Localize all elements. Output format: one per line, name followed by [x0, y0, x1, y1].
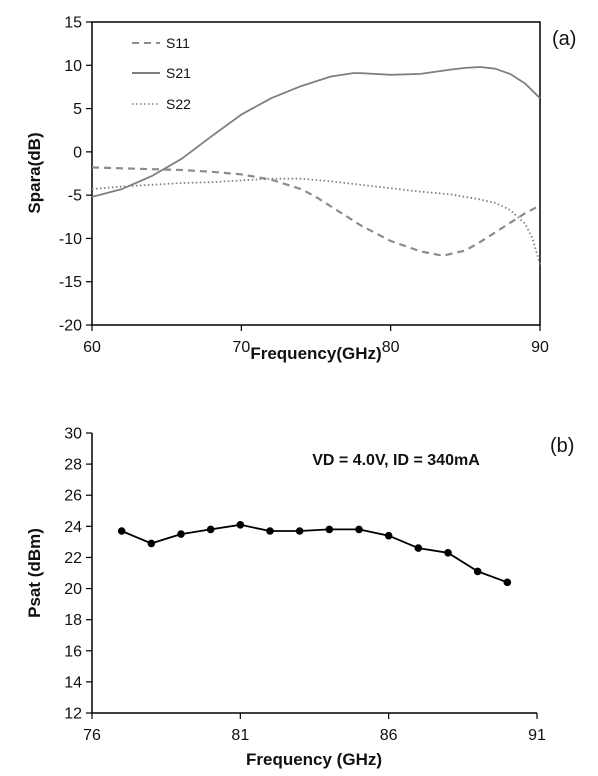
chart-b-panel-label: (b): [550, 435, 574, 457]
chart-b-series: [117, 520, 512, 587]
y-tick-label: 18: [64, 612, 82, 629]
legend-s22-label: S22: [166, 96, 191, 112]
chart-b-annotation: VD = 4.0V, ID = 340mA: [312, 452, 480, 469]
y-tick-label: 24: [64, 519, 82, 536]
chart-a-ylabel: Spara(dB): [25, 132, 44, 213]
x-tick-label: 86: [380, 727, 398, 744]
chart-b: 30 28 26 24 22 20 18 16 14 12 76 81 86 91 Frequency …: [25, 426, 574, 770]
y-tick-label: 0: [73, 144, 82, 161]
chart-a-y-ticks: 15 10 5 0 -5 -10 -15 -20: [59, 15, 92, 335]
x-tick-label: 91: [528, 727, 546, 744]
data-point: [266, 527, 274, 535]
data-point: [117, 527, 126, 535]
y-tick-label: 14: [64, 674, 82, 691]
chart-a-panel-label: (a): [552, 28, 576, 50]
data-point: [236, 520, 245, 529]
data-point: [355, 525, 363, 534]
chart-b-ylabel: Psat (dBm): [25, 528, 44, 618]
data-point: [325, 525, 334, 534]
data-point: [414, 544, 423, 552]
x-tick-label: 60: [83, 339, 101, 356]
series-line-s11: [91, 166, 541, 257]
chart-a-series: [91, 66, 541, 265]
y-tick-label: 5: [73, 101, 82, 118]
legend-s11-label: S11: [166, 35, 190, 51]
chart-b-x-ticks: 76 81 86 91: [83, 713, 546, 744]
y-tick-label: 28: [64, 457, 82, 474]
x-tick-label: 80: [382, 339, 400, 356]
chart-a-legend: S11 S21 S22: [132, 35, 191, 112]
data-point: [295, 527, 304, 535]
data-point: [206, 525, 215, 534]
x-tick-label: 90: [531, 339, 549, 356]
data-point: [177, 530, 185, 538]
y-tick-label: 15: [64, 15, 82, 32]
data-point: [503, 578, 512, 587]
y-tick-label: -15: [59, 274, 82, 291]
series-line-s22: [91, 177, 541, 265]
y-tick-label: 12: [64, 706, 82, 723]
x-tick-label: 70: [232, 339, 250, 356]
chart-b-y-ticks: 30 28 26 24 22 20 18 16 14 12: [64, 426, 92, 723]
y-tick-label: 16: [64, 643, 82, 660]
y-tick-label: 20: [64, 581, 82, 598]
legend-s21-label: S21: [166, 65, 191, 81]
y-tick-label: 22: [64, 550, 82, 567]
chart-a-plot-frame: [91, 21, 541, 326]
y-tick-label: -20: [59, 318, 82, 335]
data-point: [473, 567, 482, 576]
y-tick-label: -10: [59, 231, 82, 248]
y-tick-label: -5: [68, 188, 82, 205]
y-tick-label: 26: [64, 488, 82, 505]
x-tick-label: 76: [83, 727, 101, 744]
series-line-s21: [91, 66, 541, 198]
data-point: [147, 539, 156, 548]
x-tick-label: 81: [231, 727, 249, 744]
chart-b-xlabel: Frequency (GHz): [246, 750, 382, 769]
y-tick-label: 10: [64, 58, 82, 75]
data-point: [384, 531, 393, 540]
y-tick-label: 30: [64, 426, 82, 443]
chart-a: 15 10 5 0 -5 -10 -15 -20 60 70 80 90 Frequency(GHz…: [25, 15, 576, 364]
series-line-psat: [121, 523, 508, 584]
chart-a-x-ticks: 60 70 80 90: [83, 325, 549, 356]
chart-a-xlabel: Frequency(GHz): [250, 344, 381, 363]
data-point: [444, 548, 452, 557]
